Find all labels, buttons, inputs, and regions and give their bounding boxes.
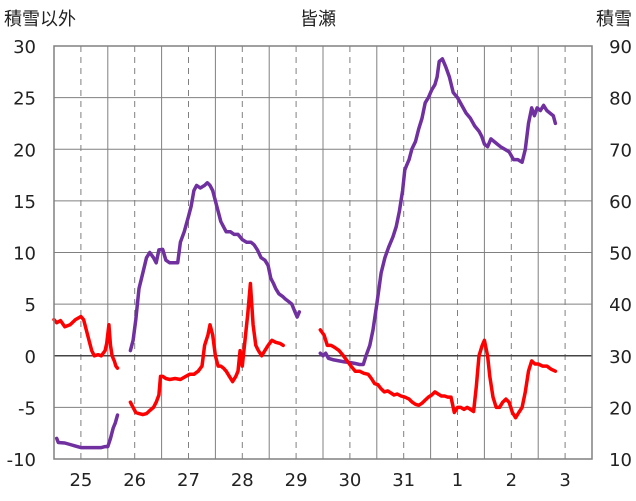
left-tick-label: -5 [18,398,36,419]
x-tick-label: 31 [392,470,415,491]
left-tick-label: 15 [13,192,36,213]
left-tick-label: 10 [13,244,36,265]
series-2-segment-2 [318,328,558,420]
left-axis-label: 積雪以外 [4,9,76,30]
series-layer [52,57,558,450]
right-tick-label: 50 [609,244,632,265]
series-2-segment-0 [52,314,120,370]
series-1-segment-0 [318,57,558,367]
x-tick-label: 3 [559,470,570,491]
x-tick-label: 25 [69,470,92,491]
x-tick-label: 27 [177,470,200,491]
series-0-segment-0 [54,413,120,450]
x-tick-label: 30 [338,470,361,491]
right-axis-label: 積雪 [596,9,632,30]
right-tick-label: 40 [609,295,632,316]
right-tick-label: 20 [609,398,632,419]
right-tick-label: 10 [609,450,632,471]
grid [54,45,592,460]
left-tick-label: -10 [7,450,36,471]
left-tick-label: 25 [13,89,36,110]
right-tick-label: 80 [609,89,632,110]
x-tick-label: 28 [231,470,254,491]
right-tick-label: 60 [609,192,632,213]
chart-title: 皆瀬 [300,9,336,30]
series-0-segment-1 [128,181,302,353]
left-tick-label: 0 [25,347,36,368]
left-tick-label: 5 [25,295,36,316]
x-tick-label: 2 [506,470,517,491]
x-tick-label: 1 [452,470,463,491]
plot-frame [53,45,593,460]
right-tick-label: 90 [609,37,632,58]
right-tick-label: 70 [609,140,632,161]
left-tick-label: 20 [13,140,36,161]
x-tick-label: 26 [123,470,146,491]
x-tick-label: 29 [285,470,308,491]
right-tick-label: 30 [609,347,632,368]
series-2-segment-1 [128,281,285,417]
left-tick-label: 30 [13,37,36,58]
